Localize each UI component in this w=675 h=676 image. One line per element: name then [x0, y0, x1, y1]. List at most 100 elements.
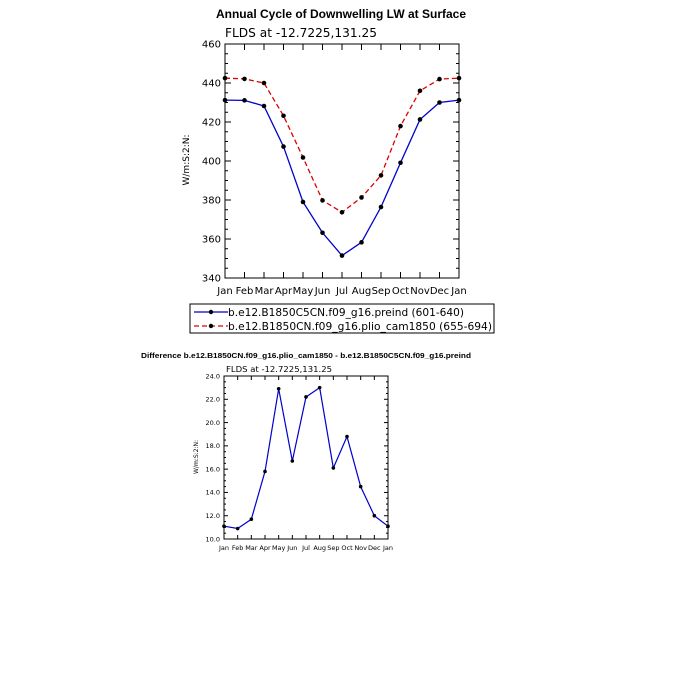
x-tick-label: Aug — [352, 286, 372, 297]
data-point — [222, 75, 228, 81]
x-tick-label: Dec — [430, 286, 449, 297]
data-point — [261, 103, 267, 109]
x-tick-label: Sep — [327, 544, 339, 552]
data-point — [222, 524, 226, 528]
data-point — [359, 195, 364, 200]
plot-border — [223, 375, 389, 540]
y-tick-label: 380 — [202, 196, 221, 207]
data-series — [222, 75, 462, 258]
data-point — [358, 484, 363, 489]
data-point — [317, 385, 322, 390]
x-tick-label: Jan — [450, 286, 466, 297]
data-series — [222, 385, 390, 531]
data-point — [437, 100, 442, 105]
y-tick-label: 16.0 — [206, 465, 220, 473]
plot-border — [224, 43, 460, 279]
x-tick-label: Mar — [245, 544, 258, 552]
x-tick-label: Oct — [341, 544, 353, 552]
x-tick-label: Jul — [335, 286, 348, 297]
y-tick-label: 14.0 — [206, 489, 220, 497]
data-point — [398, 123, 403, 129]
plot-frame — [224, 43, 460, 279]
x-tick-label: Nov — [410, 286, 430, 297]
y-tick-label: 24.0 — [206, 372, 220, 380]
y-tick-label: 360 — [202, 235, 221, 246]
x-tick-label: Feb — [232, 544, 244, 552]
x-tick-label: May — [272, 544, 286, 552]
chart-subtitle: FLDS at -12.7225,131.25 — [225, 26, 377, 40]
data-point — [249, 517, 254, 522]
series-line-0 — [224, 99, 460, 257]
series-line-0 — [223, 386, 389, 530]
y-axis-label: W/m:S:2:N: — [193, 440, 200, 474]
data-point — [235, 526, 240, 531]
data-point — [281, 113, 286, 119]
y-tick-label: 20.0 — [206, 419, 220, 427]
y-tick-label: 22.0 — [206, 396, 220, 404]
y-tick-label: 340 — [202, 274, 221, 285]
x-tick-label: Dec — [368, 544, 381, 552]
data-point — [378, 204, 384, 210]
y-tick-label: 420 — [202, 118, 221, 129]
data-point — [417, 117, 423, 122]
data-point — [222, 97, 228, 103]
data-point — [345, 434, 349, 439]
y-axis-label: W/m:S:2:N: — [182, 135, 192, 186]
x-tick-label: Feb — [236, 286, 254, 297]
x-tick-label: Jun — [286, 544, 297, 552]
y-axis-ticks: 10.0 12.0 14.0 16.0 18.0 20.0 22.0 24.0 — [206, 372, 388, 543]
x-tick-label: May — [293, 286, 314, 297]
chart-annual-cycle: Annual Cycle of Downwelling LW at Surfac… — [182, 7, 467, 297]
x-tick-label: Jan — [218, 544, 229, 552]
data-point — [331, 466, 336, 470]
y-tick-label: 12.0 — [206, 512, 220, 520]
y-tick-label: 10.0 — [206, 535, 220, 543]
chart-subtitle: FLDS at -12.7225,131.25 — [226, 365, 332, 374]
x-tick-label: Jan — [216, 286, 232, 297]
chart-difference: Difference b.e12.B1850CN.f09_g16.plio_ca… — [141, 351, 471, 552]
data-point — [304, 395, 308, 399]
x-axis-ticks: Jan Feb Mar Apr May Jun Jul Aug Sep Oct Nov Dec Jan — [218, 376, 393, 552]
x-tick-label: Jul — [301, 544, 310, 552]
data-point — [320, 230, 325, 236]
data-point — [417, 88, 423, 94]
y-tick-label: 460 — [202, 40, 221, 51]
data-point — [456, 97, 462, 103]
y-tick-label: 18.0 — [206, 442, 220, 450]
data-point — [300, 199, 306, 205]
chart-title: Annual Cycle of Downwelling LW at Surfac… — [216, 7, 466, 21]
data-point — [263, 469, 267, 474]
x-tick-label: Oct — [392, 286, 409, 297]
chart-title: Difference b.e12.B1850CN.f09_g16.plio_ca… — [141, 351, 471, 360]
x-tick-label: Aug — [313, 544, 326, 552]
data-point — [437, 76, 442, 82]
legend-label-preind: b.e12.B1850C5CN.f09_g16.preind (601-640) — [228, 306, 464, 319]
x-axis-ticks: Jan Feb Mar Apr May Jun Jul Aug Sep Oct Nov Dec Jan — [216, 44, 467, 297]
data-point — [398, 160, 403, 166]
legend-marker-preind — [208, 309, 214, 315]
data-point — [320, 198, 325, 203]
data-point — [290, 459, 295, 463]
x-tick-label: Jun — [314, 286, 331, 297]
x-tick-label: Jan — [382, 544, 393, 552]
y-tick-label: 440 — [202, 79, 221, 90]
data-point — [300, 155, 306, 160]
legend-box — [189, 303, 495, 334]
data-point — [276, 387, 281, 391]
x-tick-label: Apr — [259, 544, 271, 552]
data-point — [339, 209, 345, 215]
data-point — [242, 76, 247, 82]
data-point — [281, 144, 286, 149]
plot-frame — [223, 375, 389, 540]
x-tick-label: Mar — [255, 286, 275, 297]
chart-legend: b.e12.B1850C5CN.f09_g16.preind (601-640)… — [189, 303, 495, 334]
data-point — [261, 80, 267, 86]
data-point — [378, 173, 384, 178]
y-axis-ticks: 340 360 380 400 420 440 460 — [202, 40, 459, 285]
data-point — [242, 98, 247, 103]
data-point — [372, 513, 377, 518]
legend-marker-plio — [208, 323, 214, 329]
x-tick-label: Nov — [354, 544, 367, 552]
data-point — [386, 524, 390, 528]
